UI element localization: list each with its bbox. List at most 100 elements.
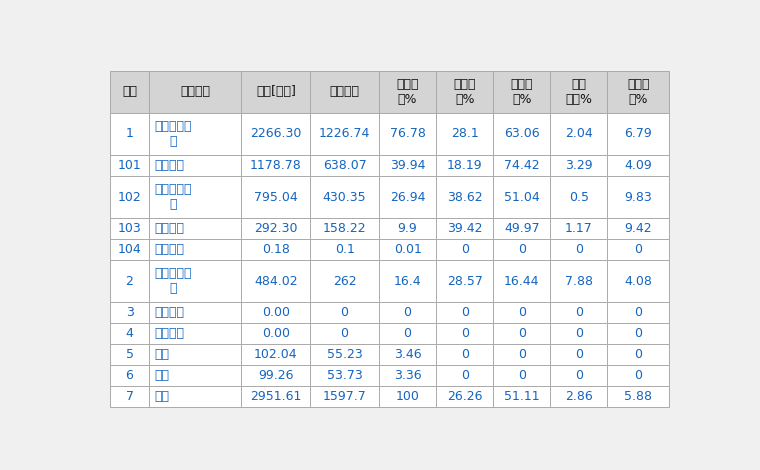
Text: 74.42: 74.42 — [504, 159, 540, 172]
Text: 49.97: 49.97 — [504, 222, 540, 235]
Bar — [607, 239, 670, 260]
Bar — [379, 386, 436, 407]
Text: 16.44: 16.44 — [504, 275, 540, 288]
Text: 编号: 编号 — [122, 86, 137, 98]
Bar — [550, 386, 607, 407]
Bar — [607, 302, 670, 323]
Bar — [436, 71, 493, 113]
Text: 0: 0 — [461, 243, 469, 256]
Bar — [310, 386, 379, 407]
Bar — [150, 386, 242, 407]
Text: 0.5: 0.5 — [569, 191, 589, 204]
Text: 价差调整: 价差调整 — [154, 327, 184, 340]
Bar — [493, 218, 550, 239]
Text: 28.1: 28.1 — [451, 127, 479, 141]
Bar — [150, 323, 242, 345]
Text: 99.26: 99.26 — [258, 369, 293, 383]
Text: 0: 0 — [461, 369, 469, 383]
Bar — [493, 260, 550, 302]
Text: 63.06: 63.06 — [504, 127, 540, 141]
Bar — [607, 113, 670, 155]
Text: 1597.7: 1597.7 — [323, 391, 366, 403]
Text: 38.62: 38.62 — [447, 191, 483, 204]
Bar — [550, 365, 607, 386]
Text: 638.07: 638.07 — [323, 159, 366, 172]
Bar — [550, 155, 607, 176]
Text: 101: 101 — [118, 159, 141, 172]
Text: 装饰装修工
程: 装饰装修工 程 — [154, 183, 192, 211]
Text: 0: 0 — [461, 327, 469, 340]
Bar — [607, 71, 670, 113]
Text: 0.1: 0.1 — [334, 243, 355, 256]
Bar — [436, 302, 493, 323]
Text: 53.73: 53.73 — [327, 369, 363, 383]
Bar — [242, 260, 310, 302]
Text: 1226.74: 1226.74 — [319, 127, 370, 141]
Bar — [150, 260, 242, 302]
Text: 0: 0 — [518, 327, 526, 340]
Text: 0: 0 — [635, 243, 642, 256]
Bar — [607, 323, 670, 345]
Bar — [493, 176, 550, 218]
Text: 0: 0 — [518, 306, 526, 319]
Bar — [607, 176, 670, 218]
Bar — [242, 155, 310, 176]
Bar — [607, 260, 670, 302]
Text: 3.29: 3.29 — [565, 159, 593, 172]
Text: 其中材
料%: 其中材 料% — [511, 78, 533, 106]
Text: 0: 0 — [518, 369, 526, 383]
Bar — [242, 239, 310, 260]
Bar — [150, 239, 242, 260]
Bar — [310, 71, 379, 113]
Bar — [379, 302, 436, 323]
Text: 795.04: 795.04 — [254, 191, 298, 204]
Text: 102: 102 — [118, 191, 141, 204]
Text: 55.23: 55.23 — [327, 348, 363, 361]
Text: 76.78: 76.78 — [390, 127, 426, 141]
Text: 3.46: 3.46 — [394, 348, 421, 361]
Text: 100: 100 — [396, 391, 420, 403]
Bar — [150, 176, 242, 218]
Bar — [493, 239, 550, 260]
Text: 其中管
理%: 其中管 理% — [627, 78, 650, 106]
Text: 市政工程: 市政工程 — [154, 243, 184, 256]
Bar — [493, 155, 550, 176]
Bar — [150, 71, 242, 113]
Bar — [550, 113, 607, 155]
Text: 2951.61: 2951.61 — [250, 391, 302, 403]
Text: 262: 262 — [333, 275, 356, 288]
Bar — [109, 386, 150, 407]
Bar — [150, 365, 242, 386]
Text: 39.94: 39.94 — [390, 159, 426, 172]
Bar — [242, 386, 310, 407]
Text: 4.09: 4.09 — [625, 159, 652, 172]
Bar — [493, 386, 550, 407]
Text: 0: 0 — [575, 327, 583, 340]
Text: 规费: 规费 — [154, 348, 169, 361]
Text: 0.00: 0.00 — [262, 327, 290, 340]
Text: 0.01: 0.01 — [394, 243, 422, 256]
Bar — [550, 302, 607, 323]
Text: 0: 0 — [575, 369, 583, 383]
Bar — [109, 218, 150, 239]
Text: 1.17: 1.17 — [565, 222, 593, 235]
Bar — [550, 71, 607, 113]
Bar — [493, 113, 550, 155]
Text: 0: 0 — [635, 327, 642, 340]
Text: 合计: 合计 — [154, 391, 169, 403]
Bar — [242, 345, 310, 365]
Bar — [607, 386, 670, 407]
Text: 分部分项清
单: 分部分项清 单 — [154, 120, 192, 148]
Text: 其中人
工%: 其中人 工% — [454, 78, 476, 106]
Bar — [436, 239, 493, 260]
Bar — [550, 260, 607, 302]
Text: 2.04: 2.04 — [565, 127, 593, 141]
Text: 9.42: 9.42 — [625, 222, 652, 235]
Bar — [109, 155, 150, 176]
Text: 0: 0 — [518, 348, 526, 361]
Bar — [436, 155, 493, 176]
Text: 484.02: 484.02 — [254, 275, 298, 288]
Bar — [379, 113, 436, 155]
Text: 26.94: 26.94 — [390, 191, 426, 204]
Bar — [150, 113, 242, 155]
